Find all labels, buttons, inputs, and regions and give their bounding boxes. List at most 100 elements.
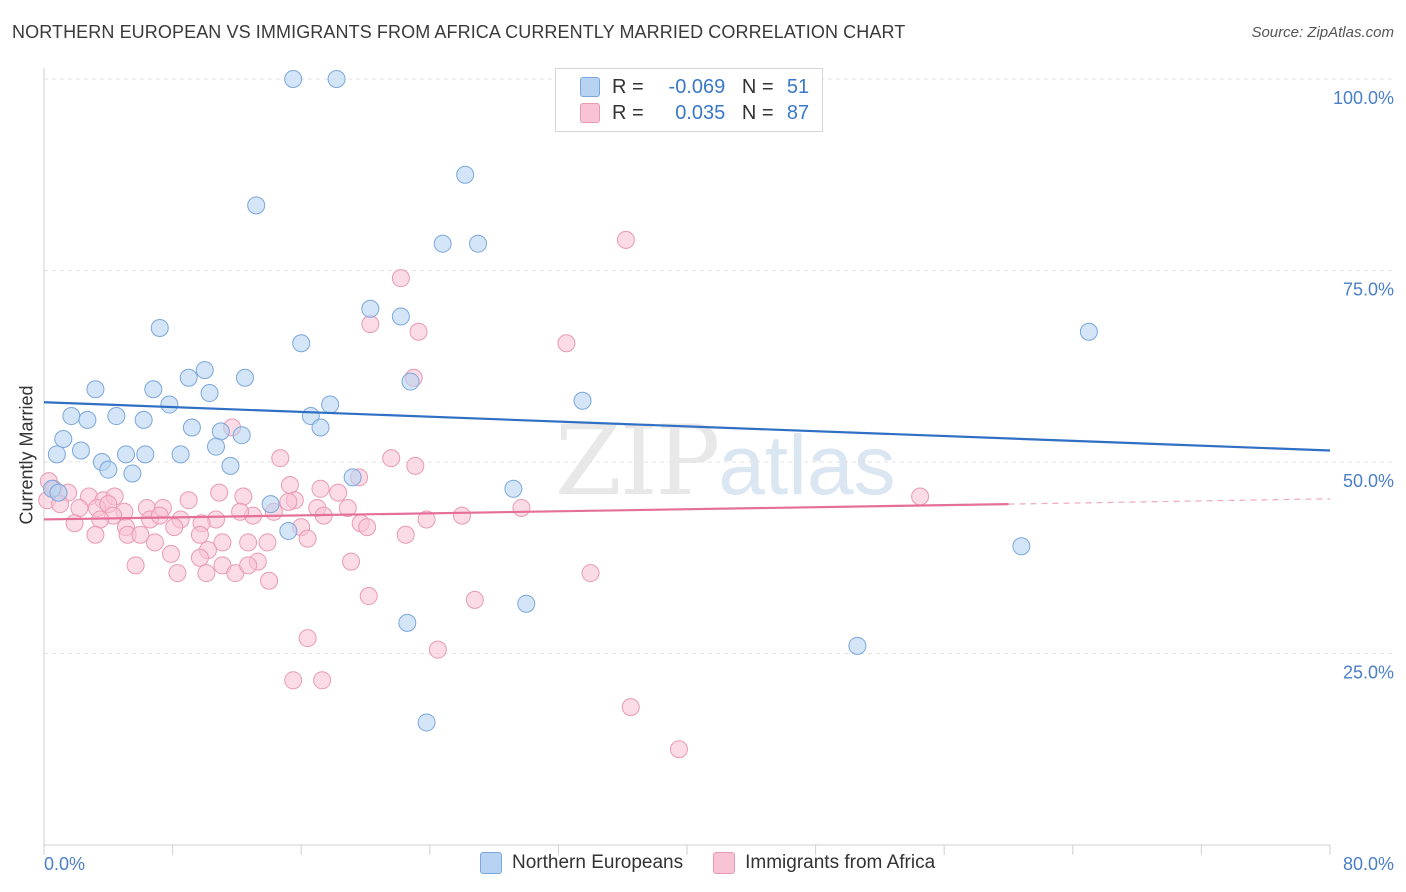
data-point-immigrants-africa: [581, 564, 600, 583]
data-point-immigrants-africa: [313, 671, 332, 690]
data-point-northern-europeans: [200, 384, 219, 403]
data-point-northern-europeans: [391, 307, 410, 326]
data-point-northern-europeans: [182, 418, 201, 437]
legend-row-immigrants-africa: R = 0.035 N = 87: [580, 100, 809, 126]
legend-r-value: -0.069: [668, 75, 726, 98]
y-tick-label: 100.0%: [1333, 88, 1394, 108]
data-point-immigrants-africa: [298, 529, 317, 548]
y-tick-label: 75.0%: [1343, 280, 1394, 300]
data-point-immigrants-africa: [616, 230, 635, 249]
data-point-immigrants-africa: [145, 533, 164, 552]
legend-item-immigrants-africa: Immigrants from Africa: [713, 852, 935, 874]
data-point-northern-europeans: [327, 70, 346, 88]
x-tick-label: 0.0%: [44, 854, 85, 874]
data-point-immigrants-africa: [669, 740, 688, 759]
data-point-immigrants-africa: [284, 671, 303, 690]
data-point-northern-europeans: [469, 234, 488, 253]
data-point-northern-europeans: [144, 380, 163, 399]
data-point-immigrants-africa: [361, 315, 380, 334]
legend-swatch-blue: [580, 77, 600, 97]
data-point-northern-europeans: [107, 407, 126, 426]
data-point-immigrants-africa: [190, 548, 209, 567]
data-point-immigrants-africa: [342, 552, 361, 571]
legend-item-northern-europeans: Northern Europeans: [480, 852, 683, 874]
data-point-immigrants-africa: [70, 498, 89, 517]
data-point-immigrants-africa: [428, 640, 447, 659]
data-point-northern-europeans: [160, 395, 179, 414]
trend-line-immigrants-africa: [43, 503, 1009, 521]
data-point-northern-europeans: [261, 495, 280, 514]
data-point-northern-europeans: [398, 613, 417, 632]
data-point-immigrants-africa: [465, 590, 484, 609]
data-point-northern-europeans: [292, 334, 311, 353]
data-point-northern-europeans: [123, 464, 142, 483]
data-point-immigrants-africa: [150, 506, 169, 525]
data-point-northern-europeans: [311, 418, 330, 437]
data-point-immigrants-africa: [359, 587, 378, 606]
data-point-immigrants-africa: [406, 456, 425, 475]
data-point-northern-europeans: [504, 479, 523, 498]
data-point-northern-europeans: [207, 437, 226, 456]
data-point-immigrants-africa: [190, 525, 209, 544]
data-point-northern-europeans: [211, 422, 230, 441]
data-point-immigrants-africa: [271, 449, 290, 468]
data-point-northern-europeans: [417, 713, 436, 732]
data-point-northern-europeans: [47, 445, 66, 464]
data-point-northern-europeans: [247, 196, 266, 215]
data-point-immigrants-africa: [512, 498, 531, 517]
data-point-immigrants-africa: [86, 525, 105, 544]
series-legend: Northern Europeans Immigrants from Afric…: [480, 852, 965, 874]
data-point-immigrants-africa: [258, 533, 277, 552]
legend-n-value: 51: [786, 75, 810, 98]
x-tick-label: 80.0%: [1343, 854, 1394, 874]
data-point-northern-europeans: [134, 410, 153, 429]
data-point-northern-europeans: [86, 380, 105, 399]
data-point-northern-europeans: [99, 460, 118, 479]
data-point-immigrants-africa: [213, 533, 232, 552]
data-point-northern-europeans: [517, 594, 536, 613]
data-point-northern-europeans: [54, 430, 73, 449]
data-point-immigrants-africa: [338, 498, 357, 517]
source-label: Source: ZipAtlas.com: [1251, 24, 1394, 41]
data-point-northern-europeans: [456, 165, 475, 184]
data-point-northern-europeans: [321, 395, 340, 414]
trend-line-northern-europeans: [43, 401, 1331, 452]
data-point-immigrants-africa: [197, 564, 216, 583]
data-point-immigrants-africa: [911, 487, 930, 506]
data-point-northern-europeans: [1079, 322, 1098, 341]
data-point-immigrants-africa: [417, 510, 436, 529]
legend-label-immigrants-africa: Immigrants from Africa: [745, 852, 936, 873]
legend-swatch-blue: [480, 852, 502, 874]
data-point-northern-europeans: [343, 468, 362, 487]
legend-swatch-pink: [580, 103, 600, 123]
data-point-immigrants-africa: [396, 525, 415, 544]
data-point-immigrants-africa: [279, 492, 298, 511]
data-point-northern-europeans: [361, 299, 380, 318]
legend-n-value: 87: [786, 101, 810, 124]
trend-line-extension-immigrants-africa: [1008, 498, 1331, 505]
legend-swatch-pink: [713, 852, 736, 874]
legend-label-northern-europeans: Northern Europeans: [512, 852, 684, 873]
data-point-immigrants-africa: [391, 269, 410, 288]
data-point-northern-europeans: [171, 445, 190, 464]
data-point-immigrants-africa: [280, 475, 299, 494]
data-point-northern-europeans: [235, 368, 254, 387]
data-point-immigrants-africa: [452, 506, 471, 525]
legend-r-label: R =: [612, 101, 644, 124]
data-point-northern-europeans: [279, 521, 298, 540]
y-tick-label: 25.0%: [1343, 663, 1394, 683]
data-point-immigrants-africa: [260, 571, 279, 590]
data-point-immigrants-africa: [382, 449, 401, 468]
legend-r-value: 0.035: [675, 101, 726, 124]
data-point-northern-europeans: [433, 234, 452, 253]
legend-n-label: N =: [741, 75, 774, 98]
data-point-northern-europeans: [49, 483, 68, 502]
data-point-immigrants-africa: [409, 322, 428, 341]
y-tick-label: 50.0%: [1343, 471, 1394, 491]
data-point-immigrants-africa: [311, 479, 330, 498]
data-point-northern-europeans: [62, 407, 81, 426]
data-point-northern-europeans: [71, 441, 90, 460]
data-point-immigrants-africa: [621, 698, 640, 717]
data-point-immigrants-africa: [210, 483, 229, 502]
